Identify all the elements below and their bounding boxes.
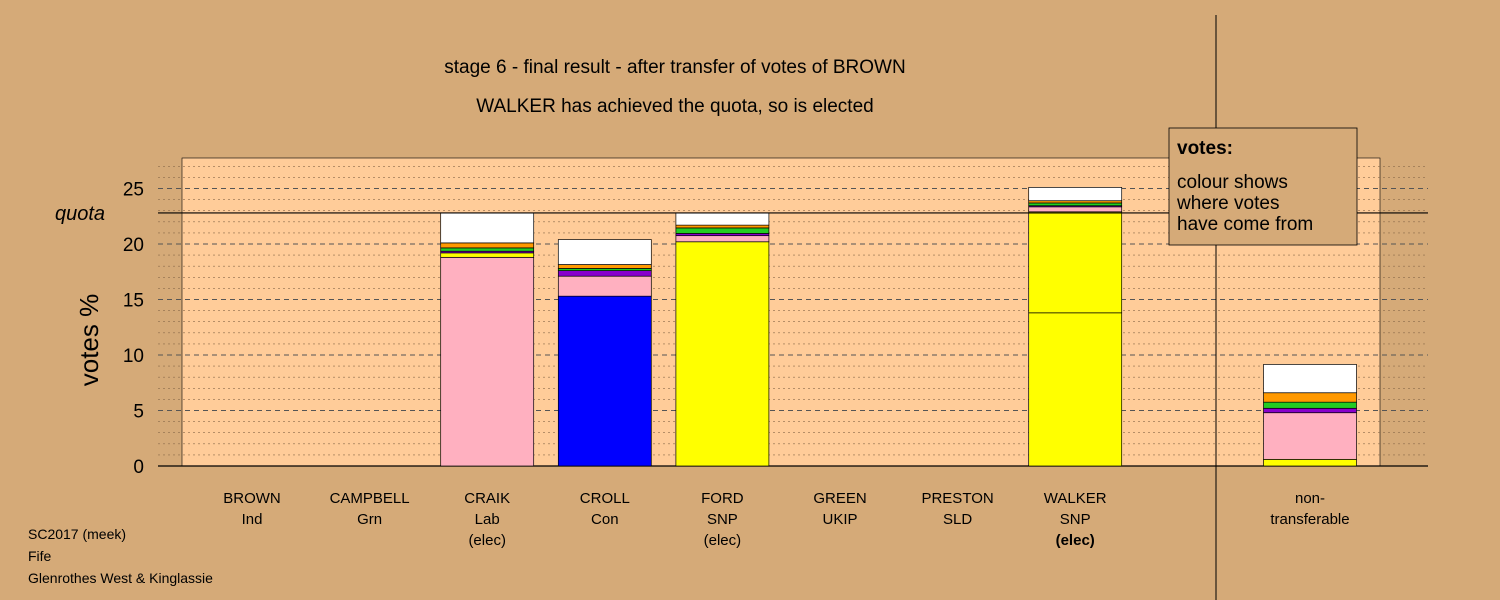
footer-council: Fife — [28, 548, 52, 564]
bars — [440, 187, 1357, 467]
y-tick-label: 25 — [123, 180, 144, 201]
bar-segment-ford-grn — [675, 227, 770, 234]
legend-box — [1168, 127, 1358, 246]
bar-segment-non-transferable-grn — [1263, 401, 1357, 409]
candidate-party: Lab — [475, 511, 500, 528]
y-tick-label: 15 — [123, 291, 144, 312]
candidate-party: Ind — [242, 511, 263, 528]
bar-segment-croll-sld — [557, 264, 652, 269]
y-tick-label: 10 — [123, 346, 144, 367]
bar-segment-ford-snp — [675, 241, 770, 467]
candidate-name: CROLL — [580, 490, 630, 507]
bar-segment-ford-non-transferable — [675, 212, 770, 226]
y-tick-label: 5 — [133, 402, 144, 423]
legend-line: have come from — [1177, 214, 1313, 235]
y-tick-label: 0 — [133, 457, 144, 478]
candidate-party: SNP — [1060, 511, 1091, 528]
candidate-name: BROWN — [223, 490, 281, 507]
candidate-name: CAMPBELL — [330, 490, 410, 507]
bar-segment-craik-lab — [440, 256, 535, 467]
bar-segment-craik-non-transferable — [440, 212, 535, 244]
candidate-party: SNP — [707, 511, 738, 528]
y-axis-title: votes % — [74, 294, 104, 387]
bar-segment-croll-lab — [557, 275, 652, 297]
footer-election: SC2017 (meek) — [28, 526, 126, 542]
bar-segment-non-transferable-lab — [1263, 412, 1357, 460]
y-axis: 0 5 10 15 20 25 — [123, 180, 144, 479]
bar-segment-croll-con — [557, 295, 652, 467]
bar-segment-walker-grn — [1028, 202, 1123, 207]
candidate-name: FORD — [701, 490, 744, 507]
chart-title: stage 6 - final result - after transfer … — [444, 57, 905, 78]
candidate-status: (elec) — [704, 532, 742, 549]
bar-segment-croll-non-transferable — [557, 239, 652, 265]
bar-segment-non-transferable-ukip — [1263, 407, 1357, 414]
bar-segment-ford-sld — [675, 224, 770, 229]
bar-segment-non-transferable-sld — [1263, 392, 1357, 403]
candidate-status: (elec) — [468, 532, 506, 549]
bar-segment-croll-ukip — [557, 270, 652, 277]
grid-lines — [158, 166, 1428, 467]
bar-segment-craik-sld — [440, 242, 535, 249]
bar-segment-walker-snp — [1028, 312, 1123, 467]
legend: votes: colour shows where votes have com… — [1168, 127, 1358, 246]
legend-line: colour shows — [1177, 172, 1288, 193]
candidate-party: Con — [591, 511, 619, 528]
nontransferable-label: non- — [1295, 490, 1325, 507]
candidate-name: GREEN — [813, 490, 866, 507]
bar-segment-craik-snp — [440, 252, 535, 258]
legend-line: where votes — [1176, 193, 1279, 214]
candidate-name: WALKER — [1044, 490, 1107, 507]
nontransferable-label: transferable — [1270, 511, 1349, 528]
bar-segment-ford-lab — [675, 235, 770, 243]
bar-segment-non-transferable-non-transferable — [1263, 364, 1357, 394]
bar-segment-walker-lab — [1028, 206, 1123, 213]
candidate-name: PRESTON — [921, 490, 993, 507]
candidate-party: Grn — [357, 511, 382, 528]
bar-segment-non-transferable-snp — [1263, 458, 1357, 467]
bar-segment-craik-grn — [440, 247, 535, 252]
x-axis-labels: BROWN Ind CAMPBELL Grn CRAIK Lab (elec) CROLL Co… — [223, 490, 1349, 549]
footer-ward: Glenrothes West & Kinglassie — [28, 570, 213, 586]
candidate-name: CRAIK — [464, 490, 510, 507]
y-tick-label: 20 — [123, 235, 144, 256]
candidate-party: SLD — [943, 511, 972, 528]
bar-segment-walker-non-transferable — [1028, 187, 1123, 202]
quota-label: quota — [55, 203, 105, 225]
candidate-party: UKIP — [822, 511, 857, 528]
bar-segment-walker-snp — [1028, 211, 1123, 314]
candidate-status: (elec) — [1056, 532, 1095, 549]
chart-subtitle: WALKER has achieved the quota, so is ele… — [476, 96, 873, 117]
legend-title: votes: — [1177, 138, 1233, 159]
